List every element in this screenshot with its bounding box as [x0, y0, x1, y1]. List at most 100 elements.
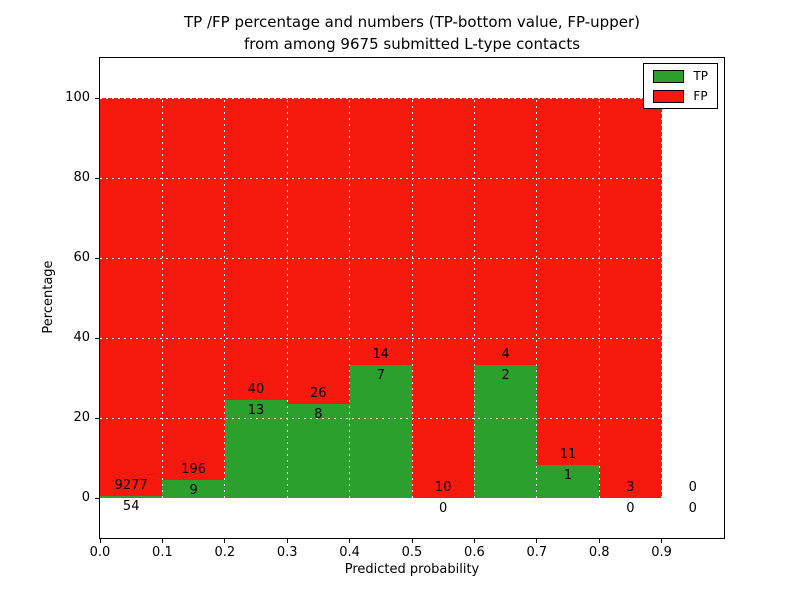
- tp-count-label: 7: [376, 367, 385, 383]
- fp-bar: [412, 98, 475, 498]
- fp-count-label: 4: [501, 346, 510, 362]
- x-tick-label: 0.0: [89, 545, 111, 560]
- tp-bar: [224, 399, 288, 498]
- gridline-vertical: [161, 58, 163, 538]
- y-axis-label: Percentage: [41, 260, 56, 334]
- x-tick-label: 0.2: [214, 545, 236, 560]
- tp-legend-swatch: [653, 69, 685, 83]
- tp-bar: [162, 480, 225, 498]
- y-tick: [95, 417, 99, 419]
- tp-legend-label: TP: [693, 69, 708, 83]
- tp-count-label: 0: [626, 501, 635, 516]
- x-axis-label: Predicted probability: [344, 562, 480, 577]
- chart-title: TP /FP percentage and numbers (TP-bottom…: [100, 11, 724, 55]
- tp-bar: [287, 403, 350, 498]
- fp-legend-swatch: [653, 89, 685, 103]
- tp-bar: [349, 364, 412, 498]
- y-tick: [95, 337, 99, 339]
- tp-count-label: 9: [189, 483, 198, 499]
- tp-count-label: 54: [122, 498, 140, 514]
- tp-bar: [536, 464, 600, 498]
- x-tick: [224, 539, 226, 543]
- tp-count-label: 8: [314, 406, 323, 422]
- tp-count-label: 13: [247, 402, 265, 418]
- bars-layer: [100, 58, 724, 538]
- y-tick-label: 60: [73, 250, 90, 265]
- x-tick: [598, 539, 600, 543]
- y-tick: [95, 497, 99, 499]
- gridline-vertical: [224, 58, 226, 538]
- gridline-horizontal: [100, 417, 724, 419]
- fp-bar: [287, 98, 350, 404]
- gridline-horizontal: [100, 337, 724, 339]
- x-tick: [411, 539, 413, 543]
- x-tick: [99, 539, 101, 543]
- x-tick: [536, 539, 538, 543]
- fp-count-label: 26: [310, 385, 327, 401]
- plot-area: 9277 54 196 9 40 13 26 8 14 7 10 0 4 2 11 1 3 0 0 0 TP FP: [99, 57, 725, 539]
- tp-count-label: 0: [439, 501, 448, 516]
- gridline-horizontal: [100, 257, 724, 259]
- fp-bar: [349, 98, 412, 365]
- fp-count-label: 196: [181, 462, 206, 478]
- gridline-horizontal: [100, 177, 724, 179]
- legend: TP FP: [643, 63, 718, 109]
- fp-bar: [224, 98, 288, 400]
- fp-bar: [474, 98, 537, 365]
- fp-count-label: 40: [247, 381, 265, 397]
- x-tick-label: 0.8: [588, 545, 610, 560]
- x-tick: [286, 539, 288, 543]
- y-tick-label: 40: [73, 330, 90, 345]
- legend-item-tp: TP: [653, 69, 708, 83]
- x-tick-label: 0.7: [526, 545, 548, 560]
- tp-count-label: 2: [501, 367, 510, 383]
- fp-bar: [162, 98, 225, 481]
- x-tick: [349, 539, 351, 543]
- y-tick: [95, 257, 99, 259]
- y-tick-label: 0: [81, 490, 90, 505]
- gridline-horizontal: [100, 97, 724, 99]
- gridline-vertical: [473, 58, 475, 538]
- x-tick-label: 0.5: [401, 545, 423, 560]
- bar-labels-layer: 9277 54 196 9 40 13 26 8 14 7 10 0 4 2 11 1 3 0 0 0: [100, 58, 724, 538]
- gridline-vertical: [286, 58, 288, 538]
- x-tick: [473, 539, 475, 543]
- x-tick-label: 0.9: [651, 545, 672, 560]
- y-tick-label: 80: [73, 170, 90, 185]
- x-tick: [161, 539, 163, 543]
- gridline-horizontal: [100, 497, 724, 499]
- fp-legend-label: FP: [693, 89, 708, 103]
- fp-count-label: 14: [372, 346, 390, 362]
- gridline-vertical: [598, 58, 600, 538]
- tp-count-label: 0: [688, 501, 697, 516]
- x-tick-label: 0.1: [152, 545, 173, 560]
- fp-count-label: 10: [434, 480, 452, 495]
- chart-title-line1: TP /FP percentage and numbers (TP-bottom…: [184, 13, 640, 31]
- x-tick-label: 0.3: [276, 545, 298, 560]
- gridline-vertical: [661, 58, 663, 538]
- fp-bar: [599, 98, 662, 498]
- fp-count-label: 3: [626, 480, 635, 495]
- tp-count-label: 1: [563, 467, 573, 483]
- x-tick-label: 0.6: [464, 545, 485, 560]
- fp-bar: [100, 98, 163, 496]
- x-tick-label: 0.4: [339, 545, 360, 560]
- chart-title-line2: from among 9675 submitted L-type contact…: [243, 35, 581, 53]
- gridline-vertical: [536, 58, 538, 538]
- x-tick: [661, 539, 663, 543]
- fp-count-label: 9277: [114, 477, 148, 493]
- y-tick: [95, 97, 99, 99]
- tp-bar: [474, 364, 537, 498]
- legend-item-fp: FP: [653, 89, 708, 103]
- gridline-vertical: [349, 58, 351, 538]
- tp-bar: [100, 495, 163, 498]
- grid-layer: [100, 58, 724, 538]
- y-tick-label: 100: [65, 90, 90, 105]
- y-tick-label: 20: [73, 410, 90, 425]
- fp-count-label: 11: [559, 446, 577, 462]
- gridline-vertical: [411, 58, 413, 538]
- fp-count-label: 0: [688, 480, 697, 495]
- fp-bar: [536, 98, 600, 465]
- y-tick: [95, 177, 99, 179]
